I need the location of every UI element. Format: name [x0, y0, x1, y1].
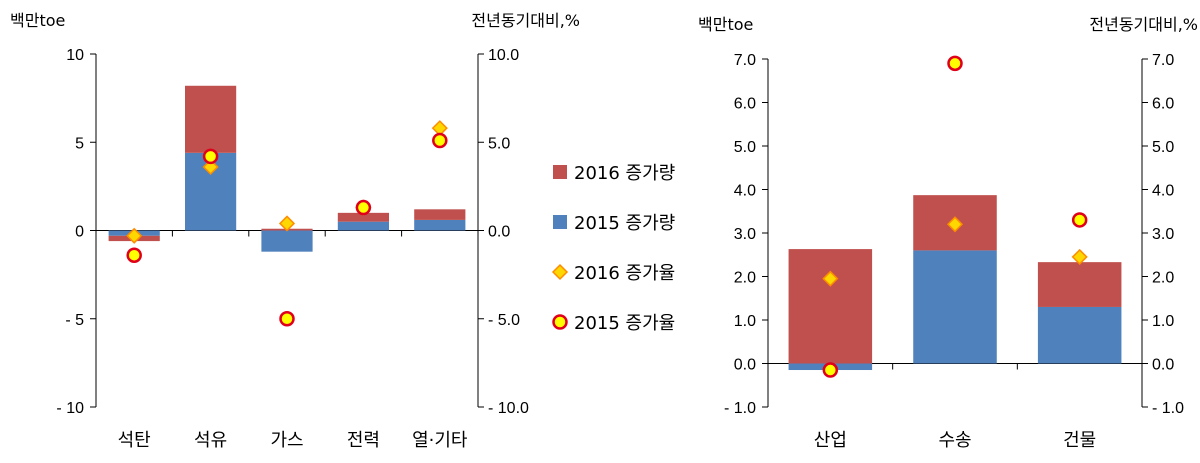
marker-2016-rate — [822, 270, 839, 287]
bar-2016-amount — [185, 85, 237, 153]
left-tick-label: 2.0 — [734, 270, 756, 287]
right-tick-label: 2.0 — [1152, 270, 1174, 287]
marker-2016-rate — [126, 227, 143, 244]
marker-2016-rate — [1071, 248, 1088, 265]
left-tick-label: 7.0 — [734, 52, 756, 69]
marker-2015-rate — [279, 311, 295, 327]
right-tick-label: 10.0 — [488, 47, 519, 64]
legend-label: 2015 증가율 — [574, 313, 675, 334]
left-tick-label: - 10 — [56, 400, 84, 417]
category-label: 수송 — [938, 430, 971, 451]
legend-swatch-2016-amount — [553, 165, 567, 179]
legend-label: 2015 증가량 — [574, 213, 675, 234]
legend-label: 2016 증가율 — [574, 263, 675, 284]
right-chart: 백만toe 전년동기대비,% 7.0 7.0 6.0 6.0 5.0 5.0 4.0 4.0 3.0… — [698, 15, 1198, 451]
right-axis-title: 전년동기대비,% — [1089, 15, 1198, 34]
right-tick-label: 5.0 — [1152, 139, 1174, 156]
left-chart: 백만toe 전년동기대비,% 10 10.0 5 5.0 0 0.0 - 5 - 5.0 - 10 -… — [10, 11, 580, 451]
category-label: 건물 — [1063, 430, 1096, 451]
bar-2015-amount — [261, 230, 313, 252]
legend-label: 2016 증가량 — [574, 163, 675, 184]
left-tick-label: 0.0 — [734, 357, 756, 374]
legend-swatch-2016-rate — [551, 263, 569, 281]
category-label: 석탄 — [118, 430, 151, 451]
category-label: 석유 — [194, 430, 227, 451]
legend-swatch-2015-rate — [552, 314, 568, 330]
right-tick-label: - 5.0 — [488, 312, 520, 329]
left-tick-label: 5.0 — [734, 139, 756, 156]
right-tick-label: 7.0 — [1152, 52, 1174, 69]
left-tick-label: 4.0 — [734, 183, 756, 200]
right-tick-label: 5.0 — [488, 135, 510, 152]
bar-2015-amount — [913, 250, 997, 364]
bar-2016-amount — [414, 209, 466, 220]
left-tick-label: 3.0 — [734, 226, 756, 243]
left-tick-label: 1.0 — [734, 313, 756, 330]
right-tick-label: 0.0 — [488, 224, 510, 241]
right-tick-label: - 10.0 — [488, 400, 529, 417]
legend: 2016 증가량 2015 증가량 2016 증가율 2015 증가율 — [551, 163, 675, 334]
right-tick-label: 4.0 — [1152, 183, 1174, 200]
bar-2016-amount — [337, 212, 389, 222]
left-tick-label: 10 — [66, 47, 84, 64]
bar-2016-amount — [788, 249, 873, 364]
marker-2015-rate — [1071, 212, 1088, 228]
right-tick-label: - 1.0 — [1152, 400, 1184, 417]
marker-2016-rate — [278, 215, 296, 232]
category-label: 가스 — [270, 430, 303, 451]
marker-2015-rate — [822, 362, 839, 378]
category-label: 산업 — [814, 430, 847, 451]
category-label: 열·기타 — [412, 430, 468, 451]
right-tick-label: 0.0 — [1152, 357, 1174, 374]
marker-2015-rate — [355, 199, 372, 216]
marker-2015-rate — [126, 247, 142, 263]
right-axis-title: 전년동기대비,% — [471, 11, 580, 30]
marker-2016-rate — [946, 216, 964, 233]
left-tick-label: - 1.0 — [724, 400, 756, 417]
left-tick-label: 5 — [75, 135, 84, 152]
right-tick-label: 1.0 — [1152, 313, 1174, 330]
marker-2016-rate — [202, 158, 219, 176]
bar-2015-amount — [414, 219, 466, 231]
marker-2015-rate — [202, 148, 219, 165]
left-axis-title: 백만toe — [10, 11, 65, 30]
legend-swatch-2015-amount — [553, 215, 567, 229]
bar-2015-amount — [1037, 306, 1122, 364]
left-tick-label: 0 — [75, 224, 84, 241]
left-axis-title: 백만toe — [698, 15, 753, 34]
marker-2015-rate — [947, 55, 963, 72]
bar-2015-amount — [337, 221, 389, 231]
left-tick-label: - 5 — [65, 312, 84, 329]
right-tick-label: 3.0 — [1152, 226, 1174, 243]
category-label: 전력 — [347, 430, 380, 451]
right-tick-label: 6.0 — [1152, 96, 1174, 113]
bar-2016-amount — [1037, 262, 1122, 307]
marker-2015-rate — [432, 132, 448, 149]
left-tick-label: 6.0 — [734, 96, 756, 113]
